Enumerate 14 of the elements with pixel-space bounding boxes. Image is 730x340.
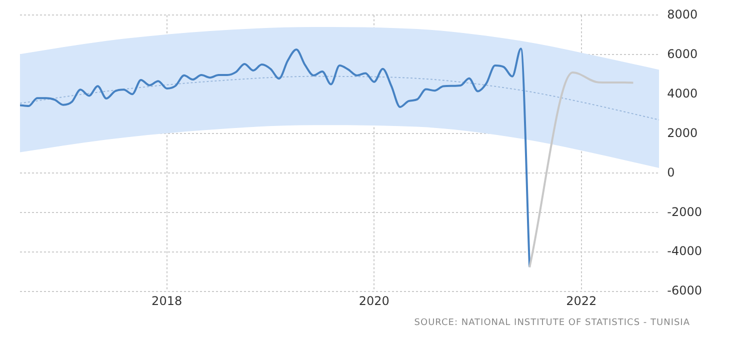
y-tick-label: 0 [667,165,675,180]
source-note: SOURCE: NATIONAL INSTITUTE OF STATISTICS - TUNISIA [414,318,690,328]
x-tick-label: 2018 [152,294,182,308]
x-tick-label: 2020 [358,294,390,308]
y-tick-label: -6000 [667,284,702,298]
x-tick-label: 2022 [566,294,597,308]
y-tick-label: 6000 [667,46,698,61]
y-tick-label: -2000 [667,204,702,219]
line-series [20,48,531,268]
y-tick-label: 4000 [667,86,698,100]
y-tick-label: 8000 [667,7,698,22]
line-series [20,76,660,120]
y-tick-label: 2000 [667,126,698,140]
y-tick-label: -4000 [667,244,702,258]
